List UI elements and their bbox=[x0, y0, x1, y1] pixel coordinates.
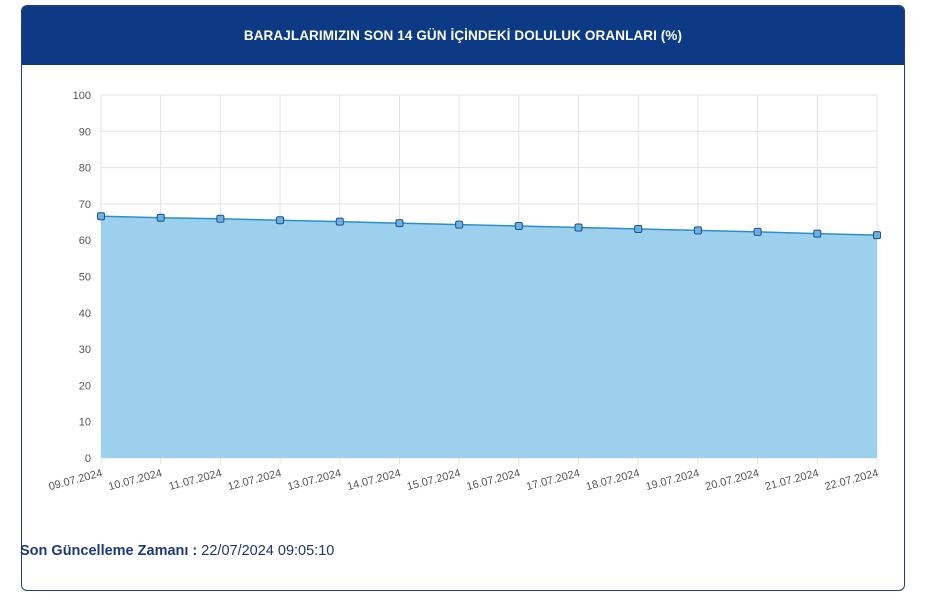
x-tick-label: 18.07.2024 bbox=[585, 467, 641, 493]
y-tick-label: 50 bbox=[79, 272, 91, 284]
last-update-label: Son Güncelleme Zamanı : bbox=[20, 543, 198, 559]
data-point[interactable] bbox=[335, 217, 344, 226]
y-tick-label: 40 bbox=[79, 308, 91, 320]
y-tick-label: 10 bbox=[79, 417, 91, 429]
x-axis-ticks: 09.07.2024 10.07.2024 11.07.2024 12.07.2024… bbox=[47, 467, 879, 493]
y-tick-label: 90 bbox=[79, 126, 91, 138]
chart-area-layer bbox=[100, 215, 878, 458]
x-tick-label: 16.07.2024 bbox=[465, 467, 521, 493]
chart-markers bbox=[97, 212, 881, 240]
y-tick-label: 20 bbox=[79, 380, 91, 392]
area-fill bbox=[101, 216, 877, 458]
x-tick-label: 19.07.2024 bbox=[644, 467, 700, 493]
y-tick-label: 70 bbox=[79, 199, 91, 211]
data-point[interactable] bbox=[156, 213, 165, 222]
y-tick-label: 0 bbox=[85, 453, 91, 465]
y-axis-ticks: 0 10 20 30 40 50 60 70 80 90 100 bbox=[73, 90, 91, 465]
x-tick-label: 11.07.2024 bbox=[168, 467, 224, 493]
x-tick-label: 17.07.2024 bbox=[525, 467, 581, 493]
data-point[interactable] bbox=[634, 224, 643, 233]
x-tick-label: 12.07.2024 bbox=[227, 467, 283, 493]
data-point[interactable] bbox=[514, 222, 523, 231]
x-tick-label: 10.07.2024 bbox=[107, 467, 163, 493]
data-point[interactable] bbox=[276, 216, 285, 225]
y-tick-label: 80 bbox=[79, 163, 91, 175]
x-tick-label: 13.07.2024 bbox=[286, 467, 342, 493]
series-line bbox=[100, 215, 878, 236]
y-tick-label: 60 bbox=[79, 235, 91, 247]
x-tick-label: 15.07.2024 bbox=[406, 467, 462, 493]
data-point[interactable] bbox=[455, 220, 464, 229]
last-update: Son Güncelleme Zamanı : 22/07/2024 09:05… bbox=[20, 543, 334, 559]
panel-title: BARAJLARIMIZIN SON 14 GÜN İÇİNDEKİ DOLUL… bbox=[22, 6, 904, 65]
data-point[interactable] bbox=[395, 219, 404, 228]
data-point[interactable] bbox=[693, 226, 702, 235]
x-tick-label: 09.07.2024 bbox=[47, 467, 103, 493]
data-point[interactable] bbox=[753, 227, 762, 236]
x-tick-label: 14.07.2024 bbox=[346, 467, 402, 493]
data-point[interactable] bbox=[97, 212, 105, 221]
data-point[interactable] bbox=[873, 231, 881, 240]
x-tick-label: 21.07.2024 bbox=[764, 467, 820, 493]
data-point[interactable] bbox=[813, 229, 822, 238]
y-tick-label: 100 bbox=[73, 90, 91, 102]
last-update-value: 22/07/2024 09:05:10 bbox=[201, 543, 335, 559]
data-point[interactable] bbox=[574, 223, 583, 232]
x-tick-label: 20.07.2024 bbox=[704, 467, 760, 493]
x-tick-label: 22.07.2024 bbox=[823, 467, 879, 493]
y-tick-label: 30 bbox=[79, 344, 91, 356]
data-point[interactable] bbox=[216, 214, 225, 223]
